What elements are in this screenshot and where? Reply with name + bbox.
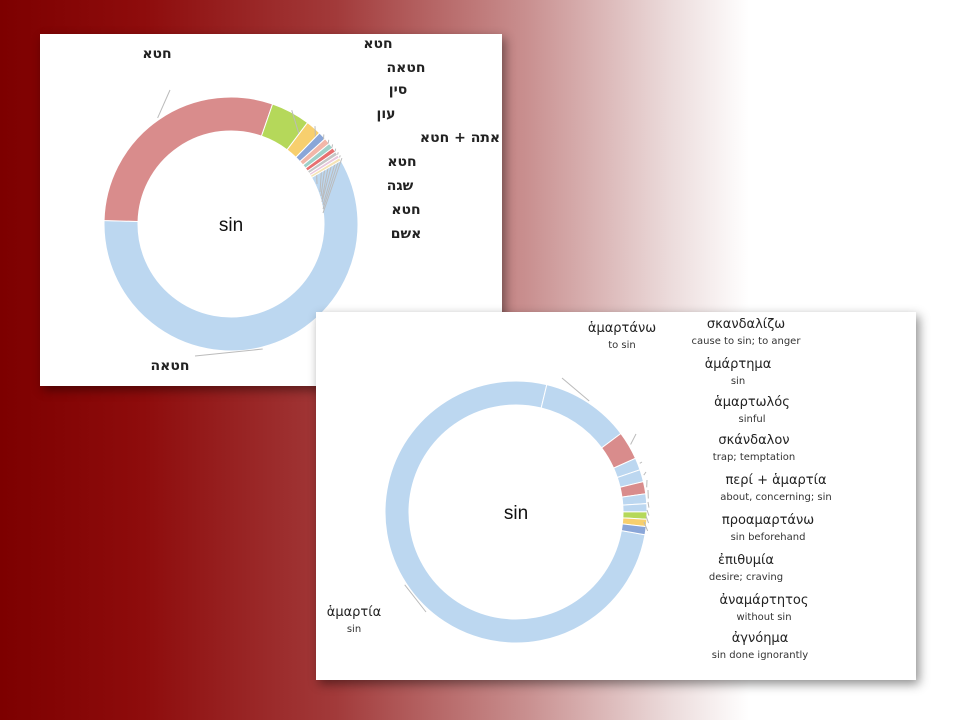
donut-slice	[309, 157, 342, 179]
slice-label: חטא	[391, 202, 420, 218]
slice-label: προαμαρτάνω	[722, 513, 814, 528]
leader-line	[322, 155, 341, 210]
slice-gloss: about, concerning; sin	[720, 492, 831, 503]
slice-label: חטא	[142, 46, 171, 62]
slice-label: ἁμαρτία	[327, 605, 381, 620]
slice-label: σκάνδαλον	[718, 433, 789, 448]
slice-label: περί + ἁμαρτία	[725, 473, 826, 488]
slice-label: חטא	[363, 36, 392, 52]
leader-line	[643, 471, 647, 476]
slice-label: אשם	[391, 226, 422, 242]
slice-label: ἁμαρτάνω	[588, 321, 656, 336]
center-label: sin	[219, 215, 243, 236]
slice-gloss: cause to sin; to anger	[692, 336, 802, 347]
leader-line	[645, 515, 650, 524]
slice-gloss: to sin	[608, 340, 636, 351]
slice-gloss: sin	[347, 624, 361, 635]
slice-label: ἁμάρτημα	[705, 357, 772, 372]
slice-gloss: trap; temptation	[713, 452, 795, 463]
slice-label: חטאה	[387, 60, 426, 76]
slice-label: ἐπιθυμία	[718, 553, 774, 568]
leader-line	[561, 377, 590, 402]
slice-label: σκανδαλίζω	[707, 317, 785, 332]
slice-gloss: without sin	[736, 612, 791, 623]
donut-slice	[103, 96, 274, 222]
slice-gloss: sin beforehand	[731, 532, 806, 543]
donut-slice	[103, 159, 359, 352]
slice-label: שגה	[387, 178, 414, 194]
greek-donut-svg: sin ἁμαρτία sin ἁμαρτάνω to sin σκανδαλίζω cau…	[327, 317, 832, 661]
leader-line	[643, 521, 649, 532]
slice-label: סין	[389, 82, 407, 98]
hebrew-donut-chart: sin חטאה חטא חטא חטאה סין עון אתה + חטא חטא שגה חט…	[40, 34, 502, 386]
leader-line	[404, 584, 427, 613]
leader-line	[157, 89, 171, 119]
donut-slice	[620, 523, 647, 536]
donut-slice	[622, 503, 648, 513]
leader-line	[639, 461, 643, 464]
slice-label: ἁμαρτωλός	[714, 395, 790, 410]
donut-slice	[384, 380, 646, 644]
slice-label: חטאה	[151, 358, 190, 374]
center-label: sin	[504, 503, 528, 524]
leader-line	[647, 501, 650, 508]
slice-gloss: sinful	[739, 414, 766, 425]
leader-line	[646, 509, 650, 516]
slice-label: אתה + חטא	[420, 130, 500, 146]
leader-line	[194, 348, 263, 357]
slice-label: עון	[377, 106, 396, 122]
slice-gloss: sin done ignorantly	[712, 650, 808, 661]
slice-label: ἀναμάρτητος	[720, 593, 809, 608]
leader-line	[322, 157, 343, 214]
slice-label: ἀγνόημα	[732, 631, 789, 646]
slice-gloss: desire; craving	[709, 572, 783, 583]
leader-line	[630, 433, 637, 445]
slice-gloss: sin	[731, 376, 745, 387]
greek-donut-chart: sin ἁμαρτία sin ἁμαρτάνω to sin σκανδαλίζω cau…	[316, 312, 916, 680]
slice-label: חטא	[387, 154, 416, 170]
